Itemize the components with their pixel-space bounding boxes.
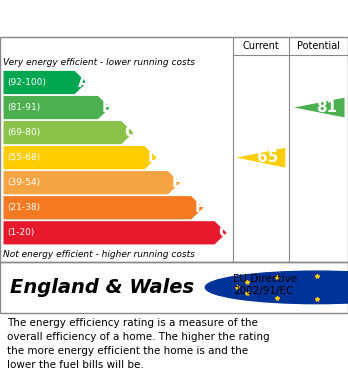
Text: (55-68): (55-68)	[7, 153, 40, 162]
Polygon shape	[237, 148, 285, 167]
Text: 65: 65	[257, 150, 279, 165]
Polygon shape	[3, 171, 180, 194]
Text: (39-54): (39-54)	[7, 178, 40, 187]
Text: Energy Efficiency Rating: Energy Efficiency Rating	[10, 9, 258, 28]
Text: B: B	[101, 100, 113, 115]
Polygon shape	[3, 146, 157, 169]
Polygon shape	[3, 121, 133, 144]
Text: (21-38): (21-38)	[7, 203, 40, 212]
Text: EU Directive
2002/91/EC: EU Directive 2002/91/EC	[233, 274, 297, 296]
Text: 81: 81	[316, 100, 337, 115]
Text: Current: Current	[243, 41, 279, 51]
Text: G: G	[218, 225, 230, 240]
Polygon shape	[294, 98, 345, 117]
Text: (1-20): (1-20)	[7, 228, 34, 237]
Text: (69-80): (69-80)	[7, 128, 40, 137]
Text: Very energy efficient - lower running costs: Very energy efficient - lower running co…	[3, 59, 196, 68]
Polygon shape	[3, 71, 87, 94]
Circle shape	[205, 271, 348, 304]
Text: E: E	[171, 175, 182, 190]
Text: Potential: Potential	[297, 41, 340, 51]
Text: A: A	[78, 75, 90, 90]
Text: The energy efficiency rating is a measure of the
overall efficiency of a home. T: The energy efficiency rating is a measur…	[7, 318, 270, 370]
Text: F: F	[195, 200, 205, 215]
Text: Not energy efficient - higher running costs: Not energy efficient - higher running co…	[3, 249, 195, 258]
Text: C: C	[125, 125, 136, 140]
Polygon shape	[3, 96, 110, 119]
Polygon shape	[3, 221, 227, 244]
Text: (81-91): (81-91)	[7, 103, 40, 112]
Text: (92-100): (92-100)	[7, 78, 46, 87]
Text: England & Wales: England & Wales	[10, 278, 195, 297]
Text: D: D	[148, 150, 161, 165]
Polygon shape	[3, 196, 203, 219]
